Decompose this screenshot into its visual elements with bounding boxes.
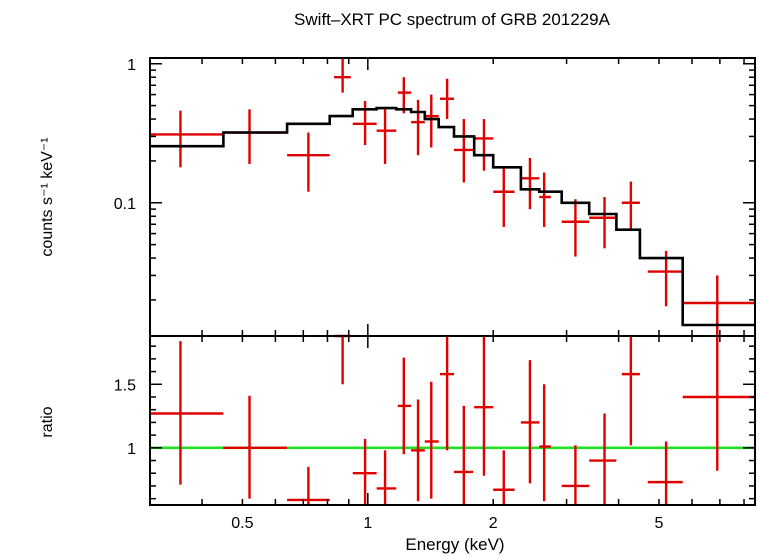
top-ylabel: counts s⁻¹ keV⁻¹ bbox=[39, 137, 56, 256]
spectrum-point-15 bbox=[539, 172, 551, 227]
ratio-point-10 bbox=[439, 336, 454, 451]
spectrum-point-19 bbox=[647, 250, 683, 307]
spectrum-point-20 bbox=[682, 275, 755, 336]
bottom-frame bbox=[149, 335, 756, 506]
spectrum-point-12 bbox=[474, 119, 494, 171]
ratio-point-20 bbox=[682, 336, 755, 471]
ratio-point-7 bbox=[397, 357, 412, 455]
ratio-point-4 bbox=[334, 334, 351, 385]
x-tick-label: 5 bbox=[655, 515, 664, 532]
ratio-point-1 bbox=[150, 341, 224, 485]
ratio-point-3 bbox=[287, 466, 330, 505]
spectrum-point-13 bbox=[493, 167, 515, 227]
bottom-panel: 0.5 1 2 5 1 1.5 ratio bbox=[39, 334, 756, 532]
spectrum-point-16 bbox=[561, 199, 590, 257]
spectrum-point-5 bbox=[352, 100, 377, 146]
spectrum-point-9 bbox=[424, 94, 439, 148]
ratio-point-2 bbox=[223, 395, 288, 499]
bottom-ytick-label: 1.5 bbox=[114, 377, 136, 394]
spectrum-point-1 bbox=[150, 110, 224, 168]
ratio-point-13 bbox=[493, 450, 515, 505]
x-tick-label: 2 bbox=[489, 515, 498, 532]
top-ytick-label: 0.1 bbox=[114, 196, 136, 213]
ratio-point-5 bbox=[352, 438, 377, 505]
spectrum-point-10 bbox=[439, 78, 454, 120]
ratio-data-layer bbox=[150, 334, 755, 505]
ratio-point-18 bbox=[621, 336, 640, 446]
bottom-axes: 0.5 1 2 5 1 1.5 bbox=[114, 335, 756, 532]
spectrum-point-2 bbox=[223, 109, 288, 165]
top-panel: 0.11 counts s⁻¹ keV⁻¹ bbox=[39, 57, 756, 337]
ratio-point-6 bbox=[376, 450, 397, 505]
chart-title: Swift–XRT PC spectrum of GRB 201229A bbox=[294, 10, 611, 29]
spectrum-point-14 bbox=[520, 157, 540, 210]
ratio-point-9 bbox=[424, 381, 439, 499]
top-axes: 0.11 bbox=[114, 57, 756, 337]
ratio-point-11 bbox=[453, 405, 474, 505]
ratio-point-16 bbox=[561, 445, 590, 505]
spectrum-point-17 bbox=[589, 197, 617, 249]
model-curve-layer bbox=[150, 106, 755, 327]
bottom-ytick-label: 1 bbox=[127, 441, 136, 458]
spectrum-point-6 bbox=[376, 109, 397, 165]
spectrum-point-4 bbox=[334, 58, 351, 93]
top-ytick-label: 1 bbox=[127, 57, 136, 74]
x-tick-label: 0.5 bbox=[231, 515, 253, 532]
spectrum-point-7 bbox=[397, 77, 412, 114]
bottom-ylabel: ratio bbox=[39, 406, 56, 437]
ratio-point-12 bbox=[474, 336, 494, 476]
x-axis-label: Energy (keV) bbox=[405, 535, 504, 554]
ratio-point-17 bbox=[589, 413, 617, 505]
model-curve bbox=[150, 106, 755, 327]
spectrum-point-8 bbox=[411, 99, 425, 156]
ratio-point-19 bbox=[647, 441, 683, 505]
x-tick-label: 1 bbox=[363, 515, 372, 532]
spectrum-point-3 bbox=[287, 132, 330, 192]
top-data-layer bbox=[150, 58, 755, 336]
ratio-point-14 bbox=[520, 360, 540, 484]
spectrum-point-18 bbox=[621, 181, 640, 230]
ratio-point-8 bbox=[411, 399, 425, 502]
spectrum-point-11 bbox=[453, 119, 474, 183]
ratio-point-15 bbox=[539, 384, 551, 502]
